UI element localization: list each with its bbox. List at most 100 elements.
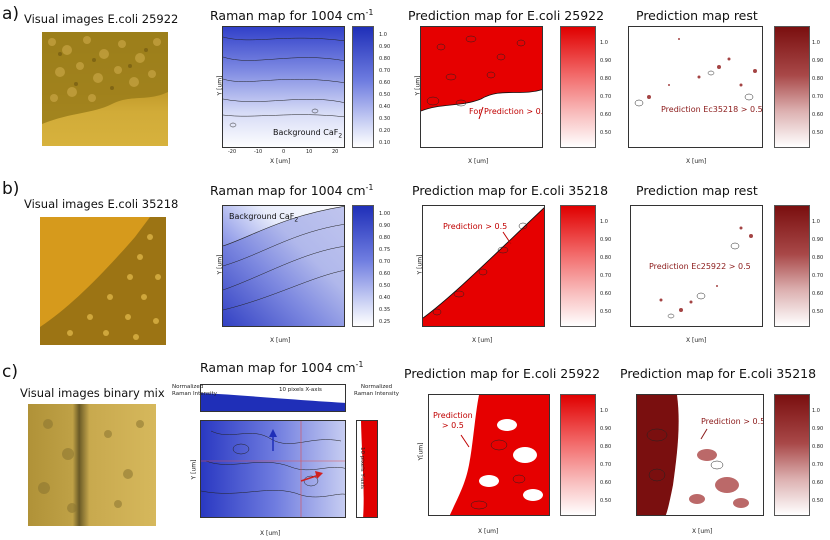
raman-contour-b <box>223 206 344 326</box>
raman-colorbar-a <box>352 26 374 148</box>
pred-cbar-a-0: 1.0 <box>600 40 608 46</box>
rest-colorbar-a <box>774 26 810 148</box>
raman-map-c <box>200 420 346 518</box>
x-profile-label: 10 pixels X-axis <box>279 387 322 393</box>
raman-title-b-main: Raman map for 1004 cm <box>210 183 366 199</box>
pred-xlabel-c: X [um] <box>478 528 499 535</box>
pred-contour-b <box>423 207 544 326</box>
raman-title-c-main: Raman map for 1004 cm <box>200 360 356 376</box>
rest-cbar-b-2: 0.80 <box>812 255 824 261</box>
raman-cbar-a-8: 0.20 <box>379 128 391 134</box>
panel-letter-a: a) <box>2 4 20 24</box>
pred-cbar-b-0: 1.0 <box>600 219 608 225</box>
annot-background-a: Background CaF2 <box>273 128 342 140</box>
raman-title-a: Raman map for 1004 cm-1 <box>210 8 374 23</box>
rest-cbar-a-3: 0.70 <box>812 94 824 100</box>
annot-pred-a: For Prediction > 0.5 <box>469 107 543 116</box>
rest-map-b: Prediction Ec25922 > 0.5 <box>630 205 763 327</box>
annot-background-b-text: Background CaF <box>229 212 295 221</box>
annot-rest-a: Prediction Ec35218 > 0.5 <box>661 105 763 114</box>
rest-xlabel-c: X [um] <box>692 528 713 535</box>
rest-cbar-a-5: 0.50 <box>812 130 824 136</box>
pred-contour-a <box>421 27 542 120</box>
raman-cbar-b-0: 1.00 <box>379 211 391 217</box>
visual-image-a <box>42 32 168 146</box>
norm-label-side: Normalized Raman Intensity <box>354 384 399 398</box>
raman-xlabel-a: X [um] <box>270 158 291 165</box>
x-profile-c: 10 pixels X-axis <box>200 384 346 412</box>
rest-cbar-b-1: 0.90 <box>812 237 824 243</box>
visual-image-b <box>40 217 166 345</box>
pred-title-a: Prediction map for E.coli 25922 <box>408 8 605 23</box>
visual-title-a: Visual images E.coli 25922 <box>24 12 179 26</box>
raman-cbar-b-2: 0.80 <box>379 235 391 241</box>
raman-title-c-sup: -1 <box>355 360 364 369</box>
annot-pred-c: Prediction > 0.5 <box>433 411 473 431</box>
norm-label-top-2: Raman Intensity <box>172 391 217 397</box>
annot-background-b: Background CaF2 <box>229 212 298 224</box>
bacteria-texture-b <box>40 217 166 345</box>
raman-title-a-sup: -1 <box>365 8 374 17</box>
annot-background-a-text: Background CaF <box>273 128 339 137</box>
pred-cbar-c-0: 1.0 <box>600 408 608 414</box>
rest-colorbar-b <box>774 205 810 327</box>
pred-ylabel-c: Y[um] <box>417 442 425 461</box>
annot-rest-b: Prediction Ec25922 > 0.5 <box>649 262 751 271</box>
rest-xlabel-b: X [um] <box>686 337 707 344</box>
rest-contour-a <box>634 38 757 107</box>
raman-cbar-b-7: 0.40 <box>379 295 391 301</box>
pred-colorbar-a <box>560 26 596 148</box>
raman-cbar-a-4: 0.60 <box>379 80 391 86</box>
y-profile-c: 10 pixels Y-axis <box>356 420 378 518</box>
raman-xtick-a-4: 20 <box>332 149 339 155</box>
pred-map-c: Prediction > 0.5 <box>428 394 550 516</box>
raman-cbar-b-6: 0.50 <box>379 283 391 289</box>
raman-ylabel-a: Y [um] <box>216 75 224 96</box>
raman-cbar-b-1: 0.90 <box>379 223 391 229</box>
pred-cbar-c-2: 0.80 <box>600 444 612 450</box>
pred-ylabel-a: Y [um] <box>414 75 422 96</box>
rest-contour-b <box>659 226 753 319</box>
pred-cbar-a-2: 0.80 <box>600 76 612 82</box>
raman-cbar-a-9: 0.10 <box>379 140 391 146</box>
x-profile-area <box>201 393 345 411</box>
annot-pred-b: Prediction > 0.5 <box>443 222 508 231</box>
rest-cbar-c-3: 0.70 <box>812 462 824 468</box>
rest-map-a: Prediction Ec35218 > 0.5 <box>628 26 763 148</box>
raman-title-b-sup: -1 <box>365 183 374 192</box>
row-a: a) Visual images E.coli 25922 Raman map … <box>0 0 830 170</box>
raman-ylabel-c: Y [um] <box>190 459 198 480</box>
raman-map-a: Background CaF2 <box>222 26 345 148</box>
visual-title-c: Visual images binary mix <box>20 386 165 400</box>
annot-pred-c-line2: > 0.5 <box>441 421 464 430</box>
rest-title-c: Prediction map for E.coli 35218 <box>620 366 817 381</box>
raman-cbar-b-3: 0.75 <box>379 247 391 253</box>
pred-contour-c <box>449 395 549 515</box>
pred-cbar-b-3: 0.70 <box>600 273 612 279</box>
y-profile-label: 10 pixels Y-axis <box>359 446 366 490</box>
rest-cbar-a-4: 0.60 <box>812 112 824 118</box>
rest-cbar-b-4: 0.60 <box>812 291 824 297</box>
raman-contour-a <box>223 27 344 147</box>
raman-xtick-a-2: 0 <box>282 149 286 155</box>
raman-title-c: Raman map for 1004 cm-1 <box>200 360 364 375</box>
raman-title-a-main: Raman map for 1004 cm <box>210 8 366 24</box>
pred-title-b: Prediction map for E.coli 35218 <box>412 183 609 198</box>
rest-cbar-c-5: 0.50 <box>812 498 824 504</box>
rest-contour-c <box>637 395 749 515</box>
raman-colorbar-b <box>352 205 374 327</box>
raman-xlabel-b: X [um] <box>270 337 291 344</box>
rest-title-a: Prediction map rest <box>636 8 758 23</box>
norm-label-side-1: Normalized <box>360 384 393 390</box>
rest-cbar-b-3: 0.70 <box>812 273 824 279</box>
rest-map-c: Prediction > 0.5 <box>636 394 764 516</box>
panel-letter-c: c) <box>2 362 18 382</box>
pred-colorbar-b <box>560 205 596 327</box>
rest-cbar-a-0: 1.0 <box>812 40 820 46</box>
annot-background-b-sub: 2 <box>294 216 299 224</box>
raman-cbar-b-8: 0.35 <box>379 307 391 313</box>
raman-cbar-a-2: 0.80 <box>379 56 391 62</box>
annot-background-a-sub: 2 <box>338 132 343 140</box>
raman-cbar-a-3: 0.70 <box>379 68 391 74</box>
bacteria-texture-c <box>38 419 144 513</box>
